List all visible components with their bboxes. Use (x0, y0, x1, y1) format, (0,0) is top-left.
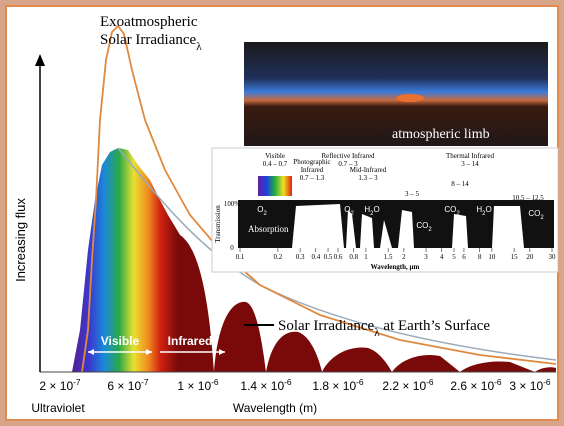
inset-x-tick: 5 (452, 253, 456, 261)
region-name: Thermal Infrared (446, 152, 494, 160)
gas-label-part: CO (416, 221, 428, 230)
photo-caption: atmospheric limb (392, 127, 490, 142)
x-tick-label-part: 6 × 10 (107, 379, 141, 393)
inset-x-tick: 0.8 (349, 253, 358, 261)
x-tick-label-part: -7 (73, 377, 81, 387)
surface-label-part: at Earth’s Surface (380, 318, 491, 334)
inset-x-tick: 0.3 (296, 253, 305, 261)
absorption-label: Absorption (248, 224, 289, 234)
inset-y-tick: 100% (224, 200, 241, 208)
photo-glow (396, 94, 424, 102)
inset-x-tick: 10 (488, 253, 496, 261)
region-range: 3 – 14 (461, 160, 479, 168)
subregion-name: Mid-Infrared (350, 166, 387, 174)
subregion-name: Infrared (301, 166, 324, 174)
x-tick-label-part: -6 (426, 377, 434, 387)
x-tick-label-part: -6 (543, 377, 551, 387)
surface-label-part: Solar Irradiance (278, 318, 375, 334)
subregion-range: 1.3 – 3 (358, 174, 378, 182)
x-tick-label-part: -6 (211, 377, 219, 387)
inset-x-tick: 4 (440, 253, 444, 261)
inset-x-tick: 1.5 (384, 253, 393, 261)
title-line2-part: λ (196, 41, 202, 53)
inset-x-tick: 6 (462, 253, 466, 261)
x-tick-label-part: 1.4 × 10 (240, 379, 284, 393)
page: ExoatmosphericSolar Irradianceλatmospher… (0, 0, 564, 426)
gas-label-part: O (373, 205, 379, 214)
inset-x-tick: 1 (364, 253, 368, 261)
inset-x-tick: 30 (549, 253, 557, 261)
inset-x-tick: 8 (478, 253, 482, 261)
x-tick-label-part: -7 (141, 377, 149, 387)
inset-x-tick: 0.1 (236, 253, 245, 261)
x-tick-label-part: 2 × 10 (39, 379, 73, 393)
infrared-label: Infrared (168, 334, 213, 348)
inset-x-tick: 15 (511, 253, 519, 261)
inset-x-tick: 0.5 (324, 253, 333, 261)
inset-x-tick: 0.2 (274, 253, 283, 261)
x-tick-label-part: 2.2 × 10 (382, 379, 426, 393)
title-line1: Exoatmospheric (100, 14, 198, 30)
x-tick-label-part: 3 × 10 (509, 379, 543, 393)
x-tick-label-part: 2.6 × 10 (450, 379, 494, 393)
subregion-range: 10.5 – 12.5 (512, 194, 544, 202)
inset-x-tick: 0.6 (334, 253, 343, 261)
x-tick-label-part: -6 (494, 377, 502, 387)
title-line2-part: Solar Irradiance (100, 32, 197, 48)
figure: ExoatmosphericSolar Irradianceλatmospher… (0, 0, 564, 426)
inset-x-title: Wavelength, μm (371, 263, 420, 271)
subregion-range: 0.7 – 1.3 (300, 174, 325, 182)
y-axis-label: Increasing flux (13, 198, 28, 282)
gas-label-part: CO (528, 209, 540, 218)
x-tick-label-part: -6 (356, 377, 364, 387)
inset-y-label: Transmission (214, 205, 222, 243)
gas-label-part: CO (444, 205, 456, 214)
gas-label-part: O (485, 205, 491, 214)
inset-x-tick: 2 (402, 253, 406, 261)
x-tick-label-part: 1 × 10 (177, 379, 211, 393)
visible-bar (258, 176, 292, 196)
visible-label: Visible (101, 334, 140, 348)
x-tick-label-part: -6 (284, 377, 292, 387)
x-axis-title: Wavelength (m) (233, 401, 317, 415)
title-line1-part: Exoatmospheric (100, 14, 198, 30)
x-tick-label-part: 1.8 × 10 (312, 379, 356, 393)
inset-x-tick: 3 (424, 253, 428, 261)
subregion-range: 8 – 14 (451, 180, 469, 188)
region-name: Visible (265, 152, 285, 160)
ultraviolet-label: Ultraviolet (31, 401, 85, 415)
inset-x-tick: 20 (526, 253, 534, 261)
subregion-range: 3 – 5 (405, 190, 420, 198)
inset-y-tick: 0 (230, 244, 234, 252)
region-range: 0.4 – 0.7 (263, 160, 288, 168)
inset-x-tick: 0.4 (311, 253, 320, 261)
subregion-name: Photographic (293, 158, 330, 166)
